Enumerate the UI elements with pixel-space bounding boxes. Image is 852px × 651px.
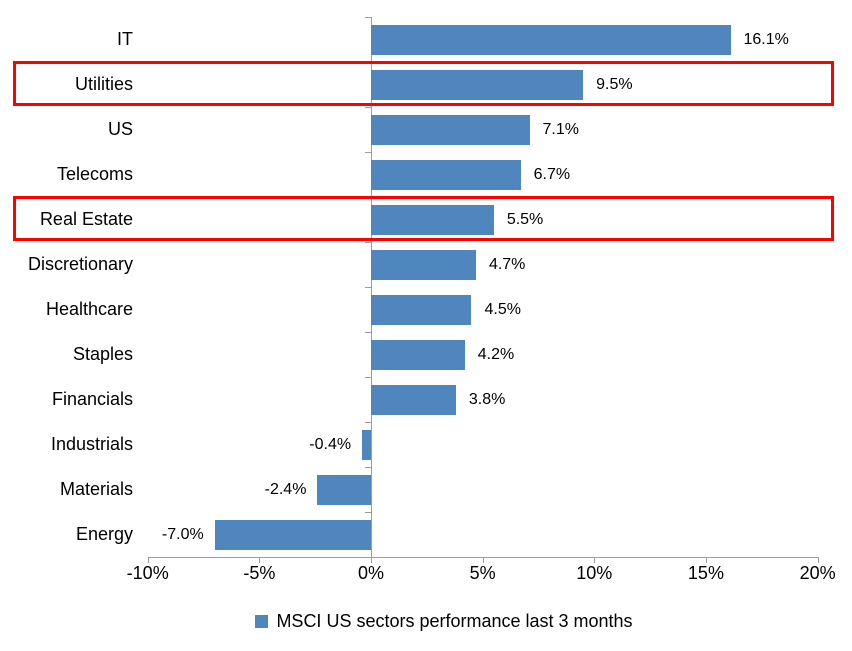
category-axis-tick (365, 287, 372, 288)
value-axis-tick (817, 557, 819, 563)
value-axis-tick-label: 0% (357, 563, 385, 583)
highlight-box (13, 196, 834, 241)
category-axis-tick (365, 512, 372, 513)
data-label: 3.8% (468, 391, 506, 408)
data-label: -0.4% (309, 436, 352, 453)
value-axis-tick (705, 557, 707, 563)
data-label: 4.2% (477, 346, 515, 363)
category-label: Telecoms (56, 164, 133, 184)
bar (362, 429, 371, 460)
data-label: -2.4% (264, 481, 307, 498)
category-axis-tick (365, 17, 372, 18)
data-label: 6.7% (533, 166, 571, 183)
category-axis-tick (365, 152, 372, 153)
bar (371, 294, 472, 325)
bar (371, 114, 530, 145)
category-axis-tick (365, 107, 372, 108)
value-axis-tick-label: -5% (243, 563, 276, 583)
category-axis-tick (365, 242, 372, 243)
value-axis-tick (371, 557, 372, 563)
data-label: 4.7% (488, 256, 526, 273)
legend-label: MSCI US sectors performance last 3 month… (276, 611, 633, 631)
category-label: Healthcare (45, 299, 133, 319)
category-label: Real Estate (39, 209, 133, 229)
category-label: IT (117, 29, 133, 49)
bar (317, 474, 371, 505)
bar (371, 69, 584, 100)
data-label: 9.5% (596, 76, 633, 93)
highlight-box (13, 61, 834, 106)
value-axis-tick (147, 557, 149, 563)
value-axis-tick-label: 10% (576, 563, 613, 583)
category-label: Discretionary (27, 254, 133, 274)
category-label: Financials (51, 389, 133, 409)
category-label: Industrials (50, 434, 133, 454)
category-axis-tick (365, 422, 372, 423)
data-label: 16.1% (743, 31, 789, 48)
category-label: Utilities (74, 74, 133, 94)
bar (371, 339, 465, 370)
bar (371, 249, 476, 280)
value-axis-tick-label: -10% (126, 563, 169, 583)
value-axis-tick (259, 557, 261, 563)
category-axis-tick (365, 332, 372, 333)
data-label: 7.1% (542, 121, 579, 138)
value-axis-tick (482, 557, 484, 563)
category-label: Materials (59, 479, 133, 499)
bar (214, 519, 371, 550)
data-label: 4.5% (484, 301, 521, 318)
value-axis-tick-label: 5% (469, 563, 496, 583)
data-label: -7.0% (161, 526, 204, 543)
bar (371, 24, 731, 55)
bar (371, 204, 494, 235)
category-label: US (107, 119, 133, 139)
bar (371, 384, 456, 415)
value-axis-tick-label: 15% (687, 563, 724, 583)
bar (371, 159, 521, 190)
category-label: Energy (75, 524, 133, 544)
category-axis-tick (365, 377, 372, 378)
category-axis-tick (365, 467, 372, 468)
value-axis-line (147, 557, 818, 558)
legend: MSCI US sectors performance last 3 month… (18, 611, 852, 632)
value-axis-tick (594, 557, 596, 563)
category-label: Staples (72, 344, 133, 364)
data-label: 5.5% (506, 211, 544, 228)
value-axis-tick-label: 20% (799, 563, 836, 583)
legend-swatch (255, 615, 269, 628)
